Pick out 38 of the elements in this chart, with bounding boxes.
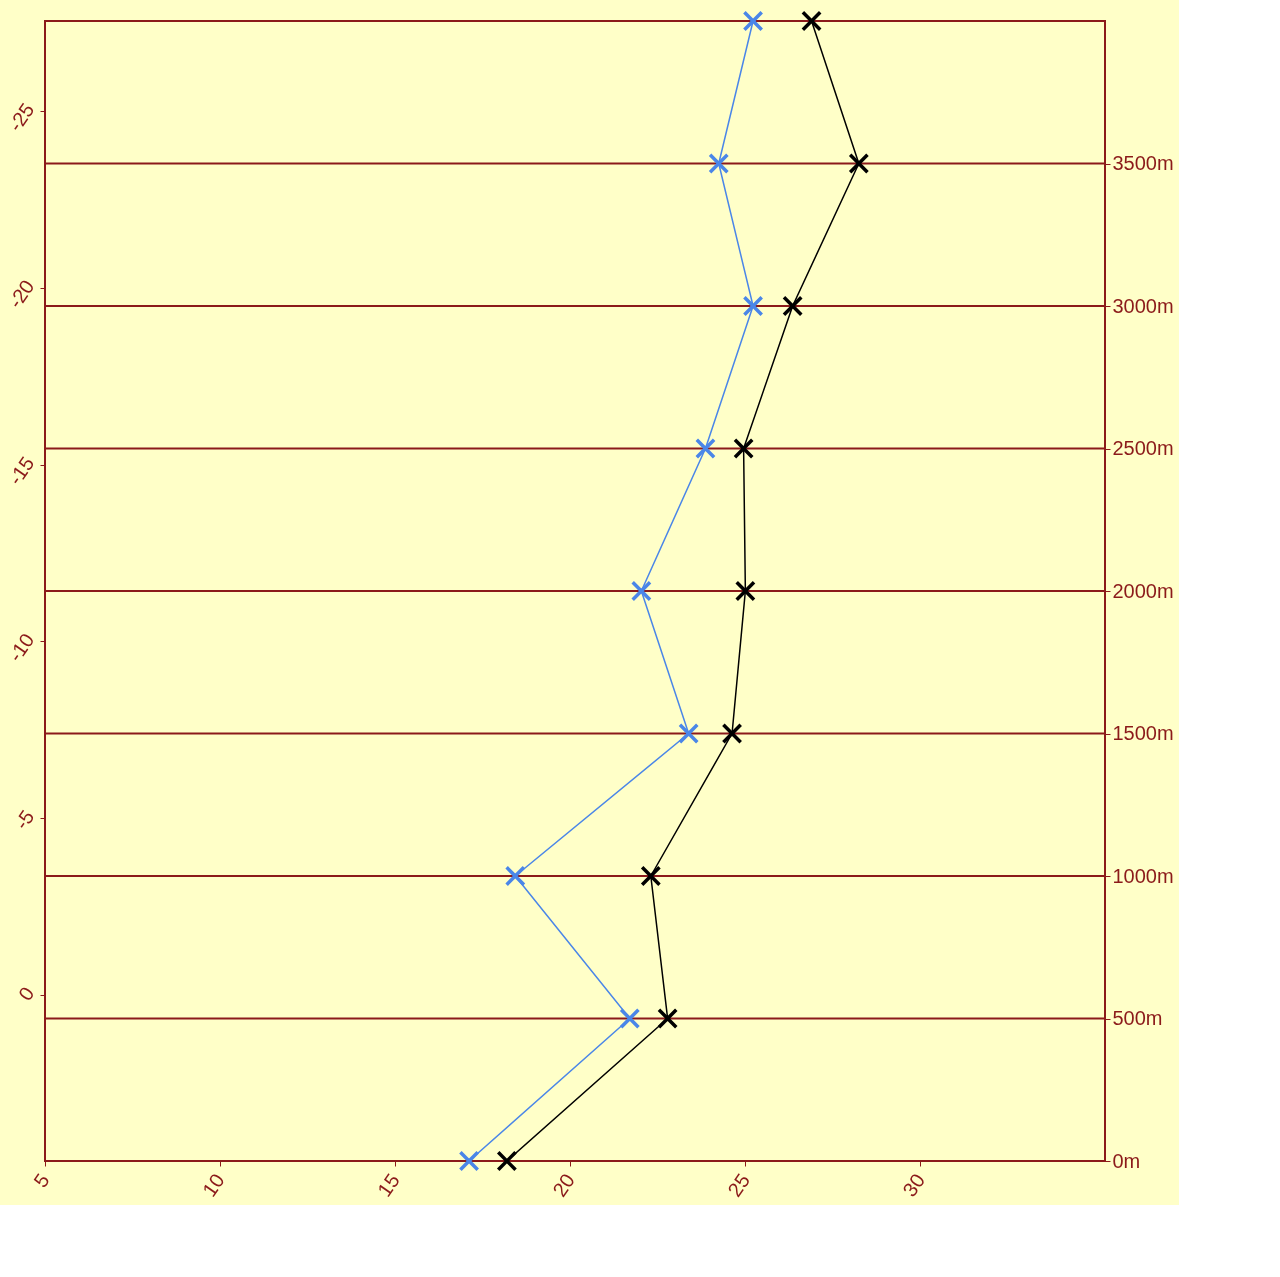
x-tick-label: 25 — [723, 1169, 755, 1201]
point — [801, 10, 822, 32]
point — [848, 153, 870, 174]
y-tick-label: 3000m — [1112, 294, 1174, 317]
point — [708, 153, 730, 174]
point — [640, 865, 662, 887]
x-tick-label: 15 — [373, 1169, 404, 1201]
point — [721, 723, 743, 744]
point — [782, 295, 804, 317]
point — [630, 580, 652, 602]
y2-tick-label: -25 — [3, 99, 39, 136]
point — [458, 1150, 480, 1172]
point — [619, 1008, 641, 1029]
point — [678, 723, 700, 744]
point — [695, 438, 716, 459]
y2-tick-label: -10 — [3, 629, 39, 666]
y2-tick-label: -15 — [3, 452, 39, 489]
x-tick-label: 10 — [198, 1169, 229, 1201]
x-tick-label: 20 — [548, 1169, 579, 1201]
y-tick-label: 2500m — [1112, 437, 1174, 459]
point — [742, 10, 764, 32]
point — [496, 1150, 518, 1172]
y-tick-label: 3500m — [1112, 152, 1174, 174]
point — [733, 438, 755, 459]
y-tick-label: 0m — [1112, 1149, 1141, 1172]
y-tick-label: 1000m — [1112, 864, 1174, 887]
y2-tick-label: 0 — [14, 982, 39, 1005]
y2-tick-label: -20 — [3, 275, 39, 313]
x-tick-label: 5 — [29, 1169, 54, 1192]
y-tick-label: 2000m — [1112, 579, 1174, 602]
y2-tick-label: -5 — [10, 806, 39, 834]
x-tick-label: 30 — [898, 1169, 930, 1201]
point — [504, 865, 526, 887]
y-tick-label: 1500m — [1112, 722, 1174, 744]
point — [742, 295, 764, 317]
y-tick-label: 500m — [1112, 1007, 1163, 1029]
point — [657, 1008, 679, 1029]
point — [734, 580, 756, 602]
